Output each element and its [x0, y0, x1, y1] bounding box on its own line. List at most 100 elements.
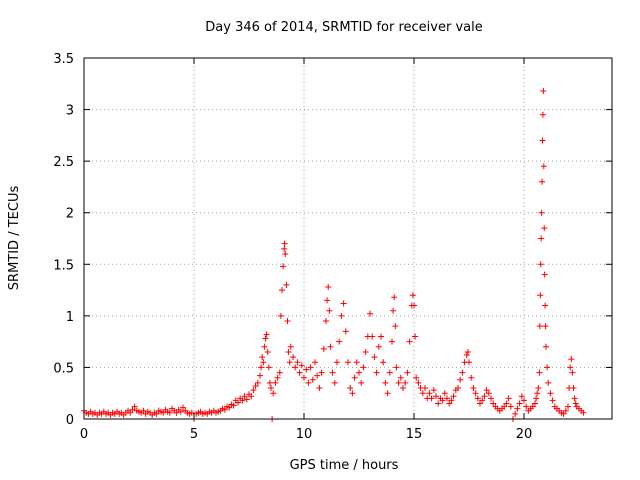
data-point	[292, 364, 299, 371]
data-point	[570, 385, 577, 392]
data-point	[180, 404, 186, 411]
y-tick-label: 0	[66, 413, 74, 428]
data-point	[375, 343, 382, 350]
data-point	[280, 263, 287, 270]
data-point	[428, 395, 435, 402]
data-point	[567, 364, 574, 371]
data-point	[290, 354, 296, 361]
data-point	[415, 379, 422, 386]
axis-ticks: 0 5 10 15 20 0 0.5 1 1.5 2 2.5 3 3.5	[53, 52, 612, 442]
x-tick-label: 0	[80, 427, 88, 442]
data-point	[268, 385, 274, 392]
y-tick-label: 3	[66, 104, 74, 119]
data-point	[285, 348, 292, 355]
data-point	[334, 359, 340, 366]
x-tick-label: 10	[296, 427, 313, 442]
data-point	[226, 404, 233, 411]
plot-frame	[83, 57, 613, 420]
data-point	[356, 369, 362, 376]
data-point	[479, 397, 486, 404]
data-point	[320, 345, 327, 352]
data-point	[260, 359, 267, 366]
data-point	[397, 374, 404, 381]
data-point	[468, 374, 475, 381]
data-point	[270, 390, 277, 397]
data-point	[173, 409, 180, 416]
data-point	[258, 364, 265, 371]
data-point	[259, 354, 266, 361]
data-point	[411, 302, 417, 309]
x-axis-label: GPS time / hours	[290, 458, 399, 473]
data-point	[413, 374, 420, 381]
data-point	[422, 385, 428, 392]
data-point	[248, 393, 255, 400]
data-point	[177, 408, 184, 415]
data-point	[542, 323, 549, 330]
data-point	[281, 245, 288, 252]
data-point	[160, 409, 167, 416]
data-point	[537, 261, 544, 268]
y-tick-label: 1	[66, 310, 74, 325]
data-point	[362, 348, 369, 355]
data-point	[384, 390, 391, 397]
data-point	[565, 403, 571, 410]
data-point	[301, 374, 307, 381]
data-point	[534, 390, 541, 397]
data-point	[393, 364, 400, 371]
data-point	[391, 294, 398, 301]
data-point	[221, 406, 228, 413]
data-point	[444, 395, 450, 402]
x-tick-label: 15	[406, 427, 423, 442]
data-point	[536, 323, 543, 330]
data-point	[274, 374, 281, 381]
data-point	[331, 379, 338, 386]
data-point	[378, 333, 384, 340]
data-point	[542, 302, 549, 309]
data-point	[535, 385, 542, 392]
data-point	[541, 225, 548, 232]
data-point	[324, 297, 331, 304]
data-point	[286, 359, 293, 366]
data-point	[488, 395, 494, 402]
data-point	[503, 400, 510, 407]
data-point	[450, 393, 457, 400]
data-point	[380, 359, 387, 366]
data-point	[371, 354, 378, 361]
data-point	[312, 359, 318, 366]
data-point	[412, 333, 419, 340]
data-point	[459, 369, 466, 376]
data-point	[472, 390, 479, 397]
data-point	[466, 359, 472, 366]
data-point	[305, 379, 312, 386]
data-point	[235, 399, 241, 406]
data-point	[521, 397, 527, 404]
data-point	[347, 385, 354, 392]
data-point	[549, 397, 556, 404]
data-point	[327, 343, 334, 350]
data-point	[277, 312, 284, 319]
data-point	[351, 374, 358, 381]
data-point	[512, 410, 519, 417]
data-point	[539, 137, 546, 144]
data-point	[435, 400, 442, 407]
grid-layer	[84, 58, 612, 419]
data-point	[532, 400, 538, 407]
data-point	[457, 376, 464, 383]
data-point	[516, 400, 523, 407]
data-point	[261, 343, 268, 350]
data-point	[406, 338, 413, 345]
data-point	[318, 369, 325, 376]
data-point	[540, 88, 547, 95]
data-point	[303, 366, 310, 373]
data-point	[349, 390, 356, 397]
data-point	[250, 387, 257, 394]
data-point	[538, 235, 545, 242]
data-point	[430, 387, 437, 394]
data-point	[243, 396, 250, 403]
data-point	[262, 335, 269, 342]
data-point	[529, 403, 536, 410]
x-tick-label: 5	[190, 427, 198, 442]
data-point	[464, 348, 471, 355]
data-point	[265, 364, 272, 371]
